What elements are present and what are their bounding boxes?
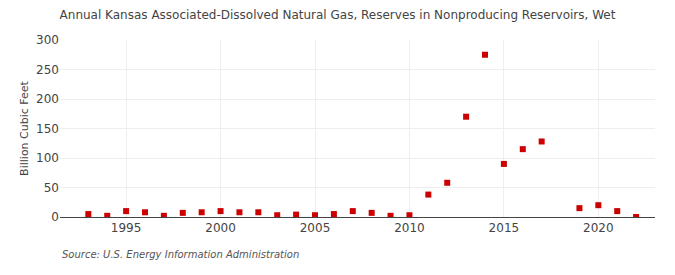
svg-text:1995: 1995	[111, 221, 142, 235]
svg-text:250: 250	[36, 63, 59, 77]
svg-text:100: 100	[36, 151, 59, 165]
svg-text:Annual Kansas Associated-Disso: Annual Kansas Associated-Dissolved Natur…	[60, 8, 616, 22]
svg-text:2005: 2005	[300, 221, 331, 235]
svg-text:0: 0	[51, 210, 59, 224]
svg-text:50: 50	[44, 181, 59, 195]
svg-text:2020: 2020	[583, 221, 614, 235]
svg-text:150: 150	[36, 122, 59, 136]
svg-text:200: 200	[36, 92, 59, 106]
svg-text:300: 300	[36, 33, 59, 47]
svg-text:2010: 2010	[394, 221, 425, 235]
svg-text:2015: 2015	[489, 221, 520, 235]
svg-text:2000: 2000	[205, 221, 236, 235]
svg-text:Source: U.S. Energy Informatio: Source: U.S. Energy Information Administ…	[62, 249, 299, 260]
svg-text:Billion Cubic Feet: Billion Cubic Feet	[18, 80, 31, 175]
